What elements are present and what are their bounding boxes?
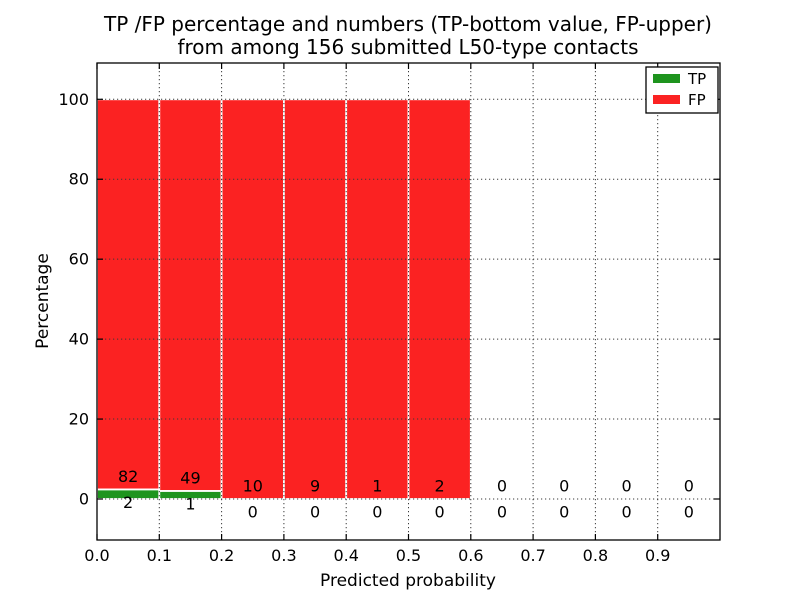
tick-labels-layer: 0.0 0.1 0.2 0.3 0.4 0.5 0.6 0.7 0.8 0.90204060801… <box>58 90 670 565</box>
legend-swatch-tp <box>653 74 680 83</box>
tp-count-label: 0 <box>621 503 631 522</box>
fp-count-label: 0 <box>684 477 694 496</box>
xtick-label: 0.7 <box>520 546 545 565</box>
xtick-label: 0.3 <box>271 546 296 565</box>
bar-fp-2 <box>220 98 285 500</box>
ytick-label: 100 <box>58 90 89 109</box>
ytick-label: 20 <box>69 410 89 429</box>
xtick-label: 0.2 <box>209 546 234 565</box>
tp-count-label: 0 <box>372 503 382 522</box>
fp-count-label: 82 <box>118 467 138 486</box>
ytick-label: 40 <box>69 330 89 349</box>
legend: TP FP <box>645 66 719 114</box>
xtick-label: 0.1 <box>147 546 172 565</box>
bar-fp-0 <box>96 98 161 491</box>
chart-title-line1: TP /FP percentage and numbers (TP-bottom… <box>103 12 712 36</box>
xtick-label: 0.6 <box>458 546 483 565</box>
x-axis-label: Predicted probability <box>320 571 496 591</box>
bar-fp-3 <box>282 98 348 500</box>
tp-count-label: 0 <box>497 503 507 522</box>
fp-count-label: 9 <box>310 477 320 496</box>
tp-count-label: 0 <box>248 503 258 522</box>
xtick-label: 0.0 <box>84 546 109 565</box>
fp-count-label: 0 <box>497 477 507 496</box>
fp-count-label: 0 <box>559 477 569 496</box>
xtick-label: 0.5 <box>396 546 421 565</box>
ytick-label: 60 <box>69 250 89 269</box>
tp-count-label: 2 <box>123 493 133 512</box>
legend-frame <box>645 66 719 114</box>
fp-count-label: 2 <box>435 477 445 496</box>
y-axis-label: Percentage <box>33 253 53 349</box>
bars-layer <box>96 98 472 500</box>
chart-title-line2: from among 156 submitted L50-type contac… <box>177 35 638 59</box>
xtick-label: 0.4 <box>333 546 358 565</box>
tp-count-label: 0 <box>310 503 320 522</box>
ytick-label: 0 <box>79 490 89 509</box>
bar-fp-5 <box>407 98 472 500</box>
bar-fp-4 <box>345 98 410 500</box>
fp-count-label: 1 <box>372 477 382 496</box>
tp-count-label: 1 <box>185 495 195 514</box>
fp-count-label: 0 <box>621 477 631 496</box>
xtick-label: 0.9 <box>645 546 670 565</box>
xtick-label: 0.8 <box>583 546 608 565</box>
legend-label-tp: TP <box>687 70 706 88</box>
fp-count-label: 49 <box>180 469 200 488</box>
tp-count-label: 0 <box>435 503 445 522</box>
legend-label-fp: FP <box>688 91 706 109</box>
fp-count-label: 10 <box>243 477 263 496</box>
tp-count-label: 0 <box>559 503 569 522</box>
legend-swatch-fp <box>653 95 680 104</box>
tp-count-label: 0 <box>684 503 694 522</box>
ytick-label: 80 <box>69 170 89 189</box>
bar-fp-1 <box>158 98 223 492</box>
